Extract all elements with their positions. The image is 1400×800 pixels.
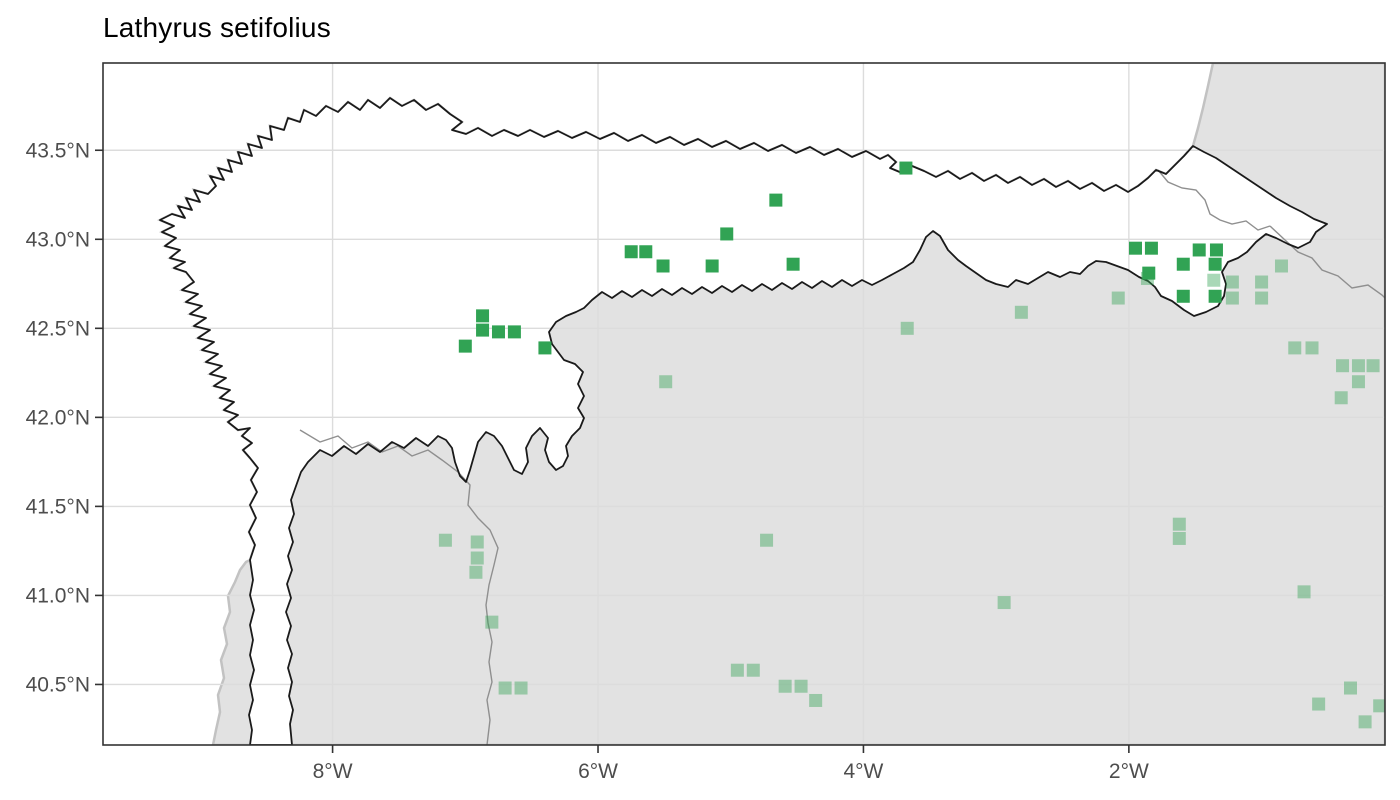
occurrence-light-green-point [760, 533, 774, 547]
occurrence-dark-green-point [1176, 289, 1190, 303]
occurrence-dark-green-point [476, 309, 490, 323]
occurrence-light-green-point [1373, 699, 1385, 713]
occurrence-dark-green-point [1209, 243, 1223, 257]
occurrence-light-green-point [1288, 341, 1302, 355]
occurrence-light-green-point [1111, 291, 1125, 305]
occurrence-light-green-point [1351, 359, 1365, 373]
occurrence-dark-green-point [705, 259, 719, 273]
occurrence-light-green-point [470, 551, 484, 565]
land-fills [157, 63, 1385, 745]
panel-border [102, 62, 1386, 746]
x-tick-label: 4°W [843, 760, 883, 783]
x-tick-label: 6°W [578, 760, 618, 783]
occurrence-light-green-point [1140, 271, 1154, 285]
occurrence-light-green-point [1351, 375, 1365, 389]
y-tick-label: 41.5°N [26, 495, 90, 518]
occurrence-dark-green-point [476, 323, 490, 337]
occurrence-light-green-point [1305, 341, 1319, 355]
x-tick-label: 8°W [313, 760, 353, 783]
occurrence-light-green-point [498, 681, 512, 695]
y-tick-label: 40.5°N [26, 673, 90, 696]
occurrence-light-green-point [1014, 305, 1028, 319]
occurrence-light-green-point [1334, 391, 1348, 405]
occurrence-dark-green-point [639, 245, 653, 259]
occurrence-dark-green-point [1129, 241, 1143, 255]
admin-border-portugal-spain [299, 429, 499, 745]
occurrence-light-green-point [485, 615, 499, 629]
occurrence-dark-green-point [1208, 289, 1222, 303]
occurrence-light-green-point [1366, 359, 1380, 373]
occurrence-light-green-point [1297, 585, 1311, 599]
occurrence-dark-green-point [458, 339, 472, 353]
occurrence-light-green-point [1172, 517, 1186, 531]
y-tick-label: 42.0°N [26, 406, 90, 429]
occurrence-dark-green-point [1142, 266, 1156, 280]
y-tick-label: 43.0°N [26, 228, 90, 251]
gridlines [103, 63, 1385, 745]
occurrence-dark-green-point [1208, 257, 1222, 271]
occurrence-dark-green-point [1176, 257, 1190, 271]
occurrence-dark-green-point [899, 161, 913, 175]
page-title: Lathyrus setifolius [103, 12, 331, 43]
y-tick-label: 41.0°N [26, 584, 90, 607]
occurrence-light-green-point [1358, 715, 1372, 729]
y-tick-label: 43.5°N [26, 139, 90, 162]
occurrence-dark-green-point [624, 245, 638, 259]
focal-region-outline [159, 97, 1328, 745]
axis-ticks [95, 149, 1130, 753]
axis-labels: 43.5°N 43.0°N 42.5°N 42.0°N 41.5°N 41.0°N 40.5… [26, 139, 1149, 783]
occurrence-light-green-point [1255, 291, 1269, 305]
occurrence-light-green-point [1274, 259, 1288, 273]
occurrence-light-green-point [470, 535, 484, 549]
occurrence-dark-green-point [769, 193, 783, 207]
occurrence-dark-green-point [538, 341, 552, 355]
occurrence-light-green-point [778, 679, 792, 693]
occurrence-light-green-point [514, 681, 528, 695]
admin-border-basque [1157, 169, 1271, 231]
occurrence-light-green-point [997, 596, 1011, 610]
x-tick-label: 2°W [1109, 760, 1149, 783]
occurrence-light-green-point [746, 663, 760, 677]
focal-region-shape [160, 98, 1327, 745]
occurrence-light-green-point [900, 321, 914, 335]
occurrence-light-green-point [1207, 273, 1221, 287]
occurrence-light-green-point [659, 375, 673, 389]
occurrence-light-green-point [1343, 681, 1357, 695]
occurrence-light-green-point [809, 693, 823, 707]
occurrence-dark-green-point [720, 227, 734, 241]
occurrence-light-green-point [438, 533, 452, 547]
occurrence-light-green-point [1312, 697, 1326, 711]
occurrence-light-green-point [469, 565, 483, 579]
occurrence-dark-green-point [656, 259, 670, 273]
occurrence-light-green-point [1172, 531, 1186, 545]
occurrence-light-green-point [794, 679, 808, 693]
occurrence-light-green-point [1225, 275, 1239, 289]
occurrence-light-green-point [730, 663, 744, 677]
occurrence-dark-green-point [507, 325, 521, 339]
region-outlines [159, 97, 1385, 745]
occurrence-dark-green-point [786, 257, 800, 271]
y-tick-label: 42.5°N [26, 317, 90, 340]
occurrence-light-green-point [1255, 275, 1269, 289]
occurrence-dark-green-point [491, 325, 505, 339]
occurrence-points [438, 161, 1385, 729]
occurrence-light-green-point [1336, 359, 1350, 373]
occurrence-dark-green-point [1144, 241, 1158, 255]
occurrence-light-green-point [1225, 291, 1239, 305]
occurrence-dark-green-point [1192, 243, 1206, 257]
